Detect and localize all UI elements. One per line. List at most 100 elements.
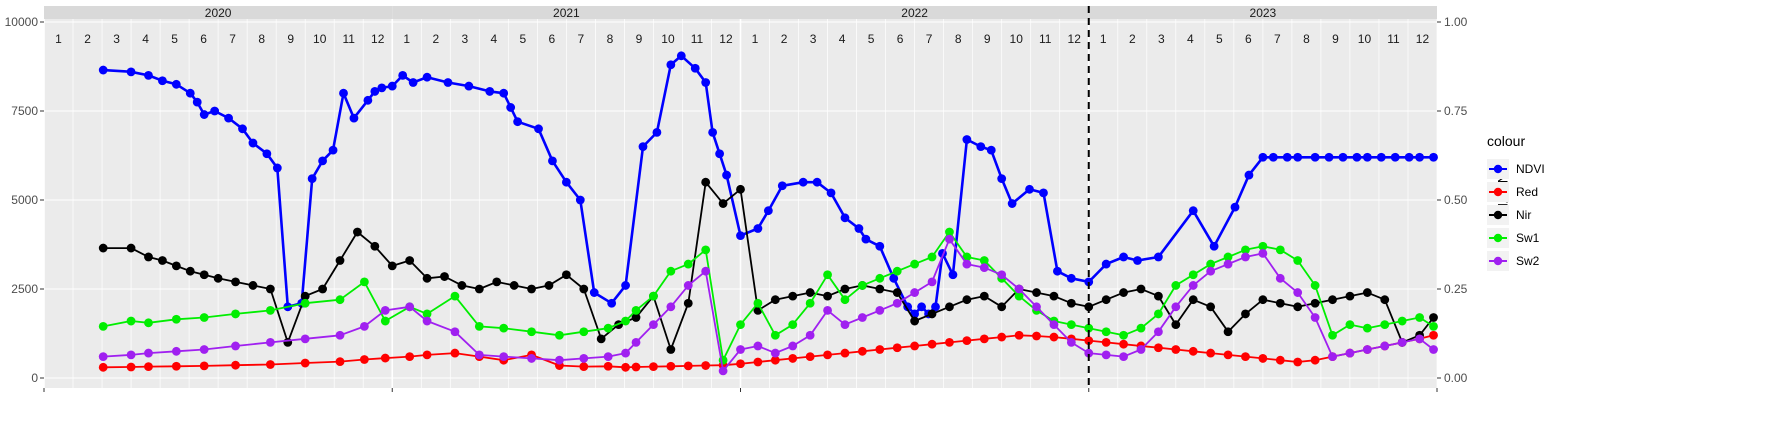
data-point <box>1404 152 1414 162</box>
month-label: 10 <box>661 32 675 46</box>
data-point <box>1415 334 1424 344</box>
data-point <box>1049 320 1059 329</box>
data-point <box>359 321 369 331</box>
month-label: 6 <box>549 32 556 46</box>
data-point <box>690 63 700 73</box>
data-point <box>98 321 108 331</box>
data-point <box>1188 206 1198 216</box>
data-point <box>405 256 415 265</box>
data-point <box>1154 327 1163 337</box>
data-point <box>805 298 815 308</box>
data-point <box>701 177 711 187</box>
month-label: 11 <box>1387 32 1400 46</box>
data-point <box>638 142 648 152</box>
data-point <box>1293 152 1303 162</box>
data-point <box>788 354 798 363</box>
data-point <box>823 305 832 315</box>
data-point <box>1258 249 1268 258</box>
month-label: 5 <box>868 32 875 46</box>
data-point <box>945 227 954 237</box>
data-point <box>1328 330 1337 340</box>
data-point <box>770 295 780 305</box>
data-point <box>603 361 613 371</box>
data-point <box>666 266 676 276</box>
data-point <box>1380 341 1390 351</box>
y2-tick-label: 0.75 <box>1444 104 1468 118</box>
data-point <box>979 256 989 265</box>
data-point <box>1241 309 1250 319</box>
series-nir <box>98 177 1438 354</box>
data-point <box>1209 241 1219 251</box>
data-point <box>736 345 745 354</box>
data-point <box>875 273 885 283</box>
data-point <box>499 323 509 333</box>
data-point <box>1154 343 1163 353</box>
data-point <box>1275 355 1285 365</box>
data-point <box>506 103 516 112</box>
data-point <box>492 277 502 287</box>
data-point <box>144 252 153 262</box>
data-point <box>722 170 731 180</box>
data-point <box>1053 266 1062 276</box>
data-point <box>380 353 390 363</box>
data-point <box>300 291 310 301</box>
month-label: 12 <box>371 32 385 46</box>
data-point <box>1244 170 1254 180</box>
data-point <box>892 298 902 308</box>
data-point <box>666 345 676 354</box>
facet-strip <box>44 6 393 19</box>
data-point <box>474 350 484 360</box>
data-point <box>1154 291 1163 301</box>
data-point <box>1362 288 1372 297</box>
data-point <box>144 362 153 372</box>
data-point <box>561 270 571 280</box>
data-point <box>527 284 536 294</box>
data-point <box>231 360 240 370</box>
data-point <box>199 345 209 354</box>
data-point <box>1101 350 1111 360</box>
data-point <box>826 188 836 198</box>
data-point <box>450 348 460 358</box>
facet-strip <box>392 6 741 19</box>
data-point <box>450 291 460 301</box>
data-point <box>231 341 240 351</box>
data-point <box>213 273 223 283</box>
data-point <box>649 320 658 329</box>
legend-label: Nir <box>1516 208 1531 222</box>
month-label: 9 <box>984 32 991 46</box>
data-point <box>986 145 996 155</box>
month-label: 1 <box>1100 32 1107 46</box>
data-point <box>861 234 871 244</box>
legend-key-point <box>1493 210 1503 220</box>
data-point <box>509 281 519 290</box>
data-point <box>579 284 589 294</box>
data-point <box>1293 256 1303 265</box>
data-point <box>1119 352 1128 362</box>
data-point <box>555 330 564 340</box>
data-point <box>192 97 202 107</box>
month-label: 5 <box>520 32 527 46</box>
data-point <box>158 256 167 265</box>
data-point <box>1352 152 1362 162</box>
data-point <box>548 156 557 166</box>
data-point <box>555 355 564 365</box>
data-point <box>1032 302 1041 312</box>
month-label: 12 <box>1416 32 1430 46</box>
y-tick-label: 10000 <box>5 15 39 29</box>
data-point <box>840 284 850 294</box>
data-point <box>98 362 108 372</box>
data-point <box>1188 281 1198 290</box>
data-point <box>1171 320 1181 329</box>
data-point <box>927 277 937 287</box>
facet-strip <box>740 6 1089 19</box>
data-point <box>1275 298 1285 308</box>
data-point <box>408 78 418 87</box>
series-sw2 <box>98 234 1438 376</box>
data-point <box>1206 348 1216 358</box>
y2-tick-label: 0.00 <box>1444 371 1468 385</box>
month-label: 3 <box>1158 32 1165 46</box>
y2-tick-label: 1.00 <box>1444 15 1468 29</box>
data-point <box>857 346 867 356</box>
data-point <box>1188 346 1198 356</box>
data-point <box>997 302 1007 312</box>
